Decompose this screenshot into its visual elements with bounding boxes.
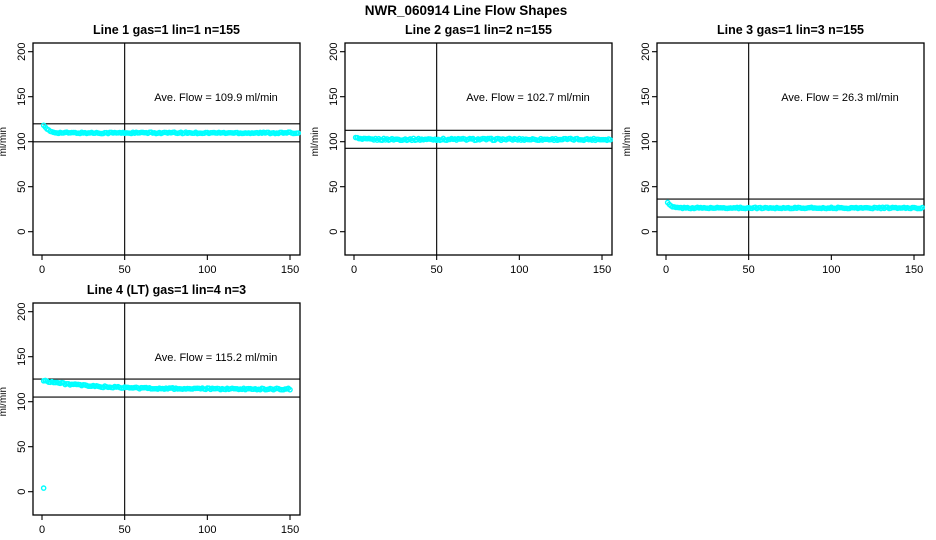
y-axis-label: ml/min [622, 127, 633, 156]
y-tick-label: 0 [640, 229, 652, 235]
x-tick-label: 150 [281, 264, 299, 276]
outlier-point [40, 485, 47, 491]
ave-flow-annotation: Ave. Flow = 115.2 ml/min [155, 352, 278, 364]
y-tick-label: 50 [16, 181, 28, 193]
ave-flow-annotation: Ave. Flow = 102.7 ml/min [466, 92, 590, 104]
data-point [295, 130, 302, 136]
x-axis: 0 50 100 150 [39, 515, 299, 536]
x-tick-label: 100 [198, 524, 216, 536]
y-tick-label: 200 [328, 43, 340, 61]
y-tick-label: 150 [328, 88, 340, 106]
panel-title: Line 2 gas=1 lin=2 n=155 [405, 23, 552, 37]
data-points [352, 134, 614, 144]
y-axis: 0 50 100 150 200 [16, 43, 33, 235]
x-tick-label: 100 [510, 264, 528, 276]
x-axis: 0 50 100 150 [663, 255, 923, 276]
x-axis: 0 50 100 150 [351, 255, 611, 276]
x-tick-label: 150 [593, 264, 611, 276]
y-tick-label: 50 [328, 181, 340, 193]
x-tick-label: 100 [822, 264, 840, 276]
panel-line-3: Line 3 gas=1 lin=3 n=155 0 50 100 150 0 50 100 1… [622, 23, 926, 276]
y-tick-label: 0 [16, 489, 28, 495]
x-tick-label: 0 [351, 264, 357, 276]
y-tick-label: 100 [16, 393, 28, 411]
panel-line-1: Line 1 gas=1 lin=1 n=155 0 50 100 150 0 50 100 1… [0, 23, 302, 276]
panel-title: Line 3 gas=1 lin=3 n=155 [717, 23, 864, 37]
data-points [40, 377, 293, 491]
panel-title: Line 4 (LT) gas=1 lin=4 n=3 [87, 283, 246, 297]
x-tick-label: 150 [905, 264, 923, 276]
ave-flow-annotation: Ave. Flow = 26.3 ml/min [781, 92, 898, 104]
y-tick-label: 100 [640, 133, 652, 151]
y-tick-label: 100 [16, 133, 28, 151]
x-tick-label: 50 [119, 524, 131, 536]
data-point [607, 136, 614, 143]
plot-box [344, 42, 613, 256]
x-tick-label: 0 [39, 264, 45, 276]
x-axis: 0 50 100 150 [39, 255, 299, 276]
data-point [919, 204, 926, 211]
y-tick-label: 0 [16, 229, 28, 235]
y-tick-label: 150 [640, 88, 652, 106]
x-tick-label: 0 [663, 264, 669, 276]
y-tick-label: 50 [16, 441, 28, 453]
x-tick-label: 50 [119, 264, 131, 276]
y-axis: 0 50 100 150 200 [16, 303, 33, 495]
plot-box [32, 302, 301, 516]
panel-line-2: Line 2 gas=1 lin=2 n=155 0 50 100 150 0 50 100 1… [310, 23, 614, 276]
panel-title: Line 1 gas=1 lin=1 n=155 [93, 23, 240, 37]
data-points [664, 199, 926, 212]
y-tick-label: 150 [16, 88, 28, 106]
y-tick-label: 150 [16, 348, 28, 366]
ave-flow-annotation: Ave. Flow = 109.9 ml/min [154, 92, 278, 104]
y-axis-label: ml/min [310, 127, 321, 156]
x-tick-label: 50 [743, 264, 755, 276]
y-axis: 0 50 100 150 200 [328, 43, 345, 235]
y-tick-label: 100 [328, 133, 340, 151]
y-tick-label: 200 [640, 43, 652, 61]
data-point [287, 386, 293, 393]
plot-box [32, 42, 301, 256]
data-points [40, 122, 302, 137]
figure-title: NWR_060914 Line Flow Shapes [365, 3, 568, 18]
y-tick-label: 50 [640, 181, 652, 193]
panel-line-4: Line 4 (LT) gas=1 lin=4 n=3 0 50 100 150 0 50 1… [0, 283, 301, 536]
y-tick-label: 200 [16, 303, 28, 321]
y-tick-label: 200 [16, 43, 28, 61]
x-tick-label: 0 [39, 524, 45, 536]
x-tick-label: 150 [281, 524, 299, 536]
x-tick-label: 100 [198, 264, 216, 276]
y-axis-label: ml/min [0, 127, 9, 156]
plot-box [656, 42, 925, 256]
x-tick-label: 50 [431, 264, 443, 276]
y-tick-label: 0 [328, 229, 340, 235]
y-axis-label: ml/min [0, 387, 9, 416]
y-axis: 0 50 100 150 200 [640, 43, 657, 235]
